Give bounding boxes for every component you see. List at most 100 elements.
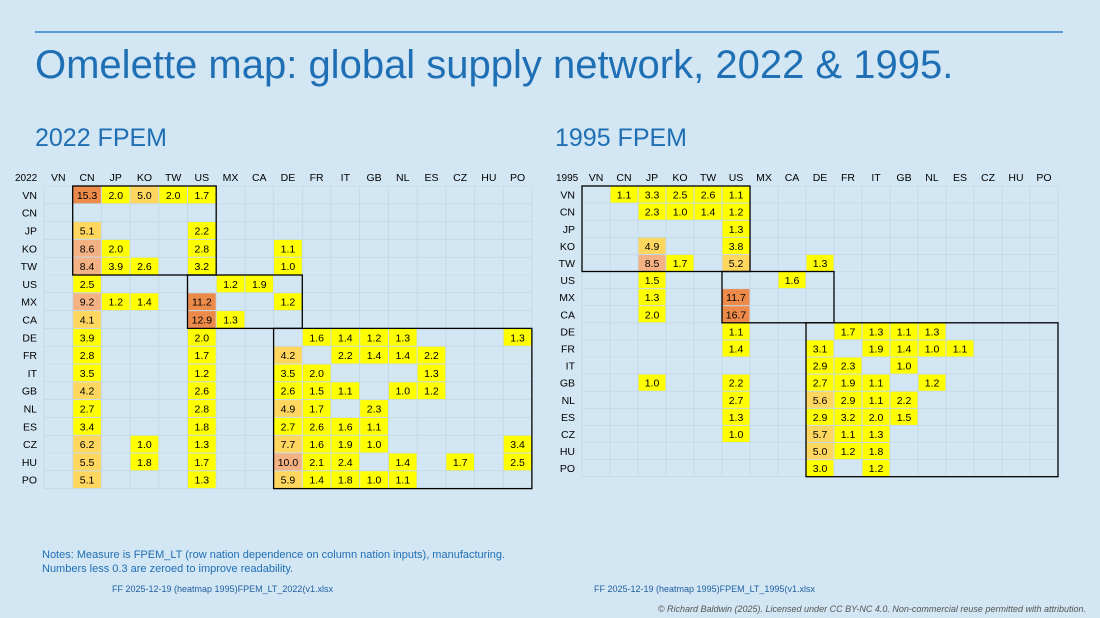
hm2022-cell-label-us-mx: 1.2 [223, 279, 238, 291]
hm1995-cell-cn-jp [638, 203, 666, 220]
hm2022-col-label-cz: CZ [453, 172, 468, 184]
hm1995-cell-label-de-gb: 1.1 [897, 326, 912, 338]
hm1995-cell-de-nl [918, 323, 946, 340]
hm2022-cell-label-mx-de: 1.2 [281, 297, 296, 309]
hm2022-cell-fr-de [274, 346, 302, 364]
hm2022-cell-vn-cn [73, 186, 101, 204]
title-rule [35, 31, 1063, 33]
hm1995-cell-mx-us [722, 289, 750, 306]
hm2022-cell-label-mx-jp: 1.2 [108, 297, 123, 309]
hm2022-block-factory-north-america [186, 274, 303, 330]
hm2022-cell-vn-jp [101, 186, 130, 204]
hm1995-cell-ko-jp [638, 237, 666, 254]
hm1995-col-label-it: IT [871, 172, 881, 184]
hm2022-row-label-hu: HU [22, 457, 37, 469]
hm1995-cell-label-fr-it: 1.9 [869, 343, 884, 355]
hm2022-cell-label-hu-us: 1.7 [195, 457, 210, 469]
hm1995-corner-label: 1995 [556, 173, 579, 184]
hm2022-cell-label-hu-ko: 1.8 [137, 457, 152, 469]
hm2022-cell-label-it-fr: 2.0 [309, 368, 324, 380]
hm1995-cell-label-fr-de: 3.1 [813, 343, 828, 355]
hm1995-cell-ko-us [722, 237, 750, 254]
hm2022-cell-ko-us [188, 239, 216, 257]
hm1995-cell-it-fr [834, 357, 862, 374]
hm1995-cell-label-nl-it: 1.1 [869, 395, 884, 407]
hm1995-cell-label-vn-ko: 2.5 [673, 190, 688, 202]
hm2022-cell-fr-nl [388, 346, 417, 364]
hm2022-col-label-es: ES [424, 172, 438, 184]
hm1995-cell-label-fr-nl: 1.0 [925, 343, 940, 355]
hm2022-cell-jp-us [188, 222, 216, 239]
hm1995-row-label-gb: GB [560, 378, 575, 390]
hm1995-cell-fr-es [946, 340, 974, 357]
hm1995-block-factory-north-america [721, 270, 835, 324]
hm2022-cell-label-fr-de: 4.2 [281, 350, 296, 362]
hm1995-cell-gb-de [806, 374, 834, 391]
hm1995-cell-fr-de [806, 340, 834, 357]
slide-title: Omelette map: global supply network, 202… [35, 43, 954, 87]
hm1995-col-label-nl: NL [925, 172, 939, 184]
hm1995-row-label-cn: CN [560, 207, 575, 219]
hm2022-cell-label-gb-nl: 1.0 [395, 386, 410, 398]
hm1995-cell-label-cz-us: 1.0 [729, 429, 744, 441]
hm2022-cell-po-nl [388, 471, 417, 489]
hm1995-col-label-es: ES [953, 172, 967, 184]
hm2022-row-label-cn: CN [22, 208, 37, 220]
hm2022-row-label-ca: CA [22, 315, 37, 327]
hm1995-cell-gb-us [722, 374, 750, 391]
hm1995-cell-label-gb-nl: 1.2 [925, 378, 940, 390]
hm2022-cell-label-es-gb: 1.1 [367, 421, 382, 433]
hm2022-cell-label-ca-us: 12.9 [192, 315, 213, 327]
hm2022-row-label-ko: KO [22, 243, 37, 255]
hm1995-cell-label-nl-gb: 2.2 [897, 395, 912, 407]
hm2022-cell-label-hu-cz: 1.7 [453, 457, 468, 469]
hm2022-corner-label: 2022 [15, 173, 38, 184]
hm1995-cell-de-it [862, 323, 890, 340]
hm2022-cell-mx-ko [130, 293, 159, 311]
hm2022-cell-hu-nl [388, 453, 417, 471]
hm2022-cell-fr-us [188, 346, 216, 364]
hm2022-cell-tw-cn [73, 257, 101, 275]
hm2022-cell-tw-us [188, 257, 216, 275]
hm2022-cell-label-hu-it: 2.4 [338, 457, 353, 469]
hm2022-cell-cz-it [331, 435, 360, 453]
hm2022-cell-label-gb-fr: 1.5 [309, 386, 324, 398]
hm2022-cell-label-po-nl: 1.1 [395, 475, 410, 487]
notes-line-1: Notes: Measure is FPEM_LT (row nation de… [42, 549, 506, 561]
hm2022-cell-hu-po [503, 453, 532, 471]
source-file-1995: FF 2025-12-19 (heatmap 1995)FPEM_LT_1995… [594, 584, 815, 594]
hm1995-cell-es-de [806, 408, 834, 425]
hm2022-cell-cz-gb [360, 435, 388, 453]
hm1995-cell-gb-nl [918, 374, 946, 391]
hm2022-row-label-es: ES [23, 421, 37, 433]
hm2022-cell-label-nl-fr: 1.7 [309, 404, 324, 416]
hm2022-cell-de-gb [360, 328, 388, 346]
hm1995-cell-label-nl-us: 2.7 [729, 395, 744, 407]
hm2022-cell-us-mx [216, 275, 245, 293]
hm1995-cell-vn-cn [610, 186, 638, 203]
hm2022-cell-label-ko-jp: 2.0 [108, 243, 123, 255]
hm1995-cell-label-cn-ko: 1.0 [673, 207, 688, 219]
hm1995-cell-label-fr-us: 1.4 [729, 343, 744, 355]
hm1995-cell-tw-de [806, 254, 834, 271]
hm1995-col-label-ko: KO [672, 172, 687, 184]
hm2022-cell-label-vn-tw: 2.0 [166, 190, 181, 202]
hm2022-col-label-ko: KO [137, 172, 152, 184]
hm1995-cell-label-vn-jp: 3.3 [645, 190, 660, 202]
hm2022-cell-hu-ko [130, 453, 159, 471]
hm2022-cell-de-nl [388, 328, 417, 346]
hm1995-cell-nl-it [862, 391, 890, 408]
hm1995-row-label-hu: HU [560, 446, 575, 458]
hm2022-cell-label-jp-cn: 5.1 [80, 226, 95, 238]
hm2022-cell-label-fr-es: 2.2 [424, 350, 439, 362]
hm2022-cell-label-mx-cn: 9.2 [80, 297, 95, 309]
hm2022-cell-es-cn [73, 417, 101, 435]
hm1995-cell-cn-us [722, 203, 750, 220]
hm1995-cell-vn-jp [638, 186, 666, 203]
hm2022-cell-label-hu-nl: 1.4 [395, 457, 410, 469]
hm2022-cell-po-us [188, 471, 216, 489]
hm1995-cell-label-cn-jp: 2.3 [645, 207, 660, 219]
hm2022-cell-vn-tw [159, 186, 187, 204]
hm1995-cell-tw-ko [666, 254, 694, 271]
hm2022-cell-label-de-gb: 1.2 [367, 332, 382, 344]
